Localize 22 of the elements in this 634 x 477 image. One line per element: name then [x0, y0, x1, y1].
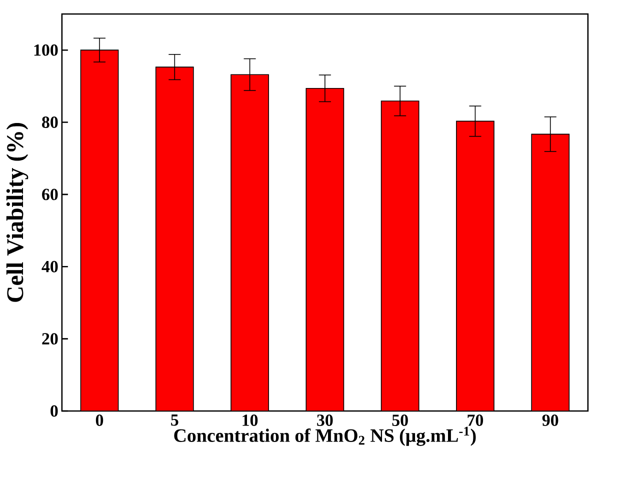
y-tick-label: 20: [42, 333, 58, 345]
bar: [380, 100, 420, 411]
x-tick-label: 50: [392, 414, 408, 426]
y-tick-label: 40: [42, 260, 58, 272]
x-tick-label: 30: [317, 414, 333, 426]
x-tick-label: 90: [542, 414, 558, 426]
x-tick-label: 10: [242, 414, 258, 426]
y-axis-title: Cell Viability (%): [6, 123, 28, 302]
bar: [155, 66, 194, 411]
y-tick-label: 100: [34, 44, 58, 56]
y-tick-label: 60: [42, 188, 58, 200]
y-tick-label: 80: [42, 116, 58, 128]
bar: [306, 88, 344, 411]
x-axis-title: Concentration of MnO$_{2}$ NS (μg.mL$^{-1}$): [174, 426, 476, 446]
bar: [531, 134, 570, 411]
bar: [456, 120, 494, 411]
y-tick-label: 0: [50, 405, 58, 417]
x-tick-label: 70: [468, 414, 484, 426]
bar: [80, 50, 119, 411]
x-tick-label: 5: [171, 414, 178, 426]
bar: [230, 74, 269, 411]
x-tick-label: 0: [96, 414, 104, 426]
